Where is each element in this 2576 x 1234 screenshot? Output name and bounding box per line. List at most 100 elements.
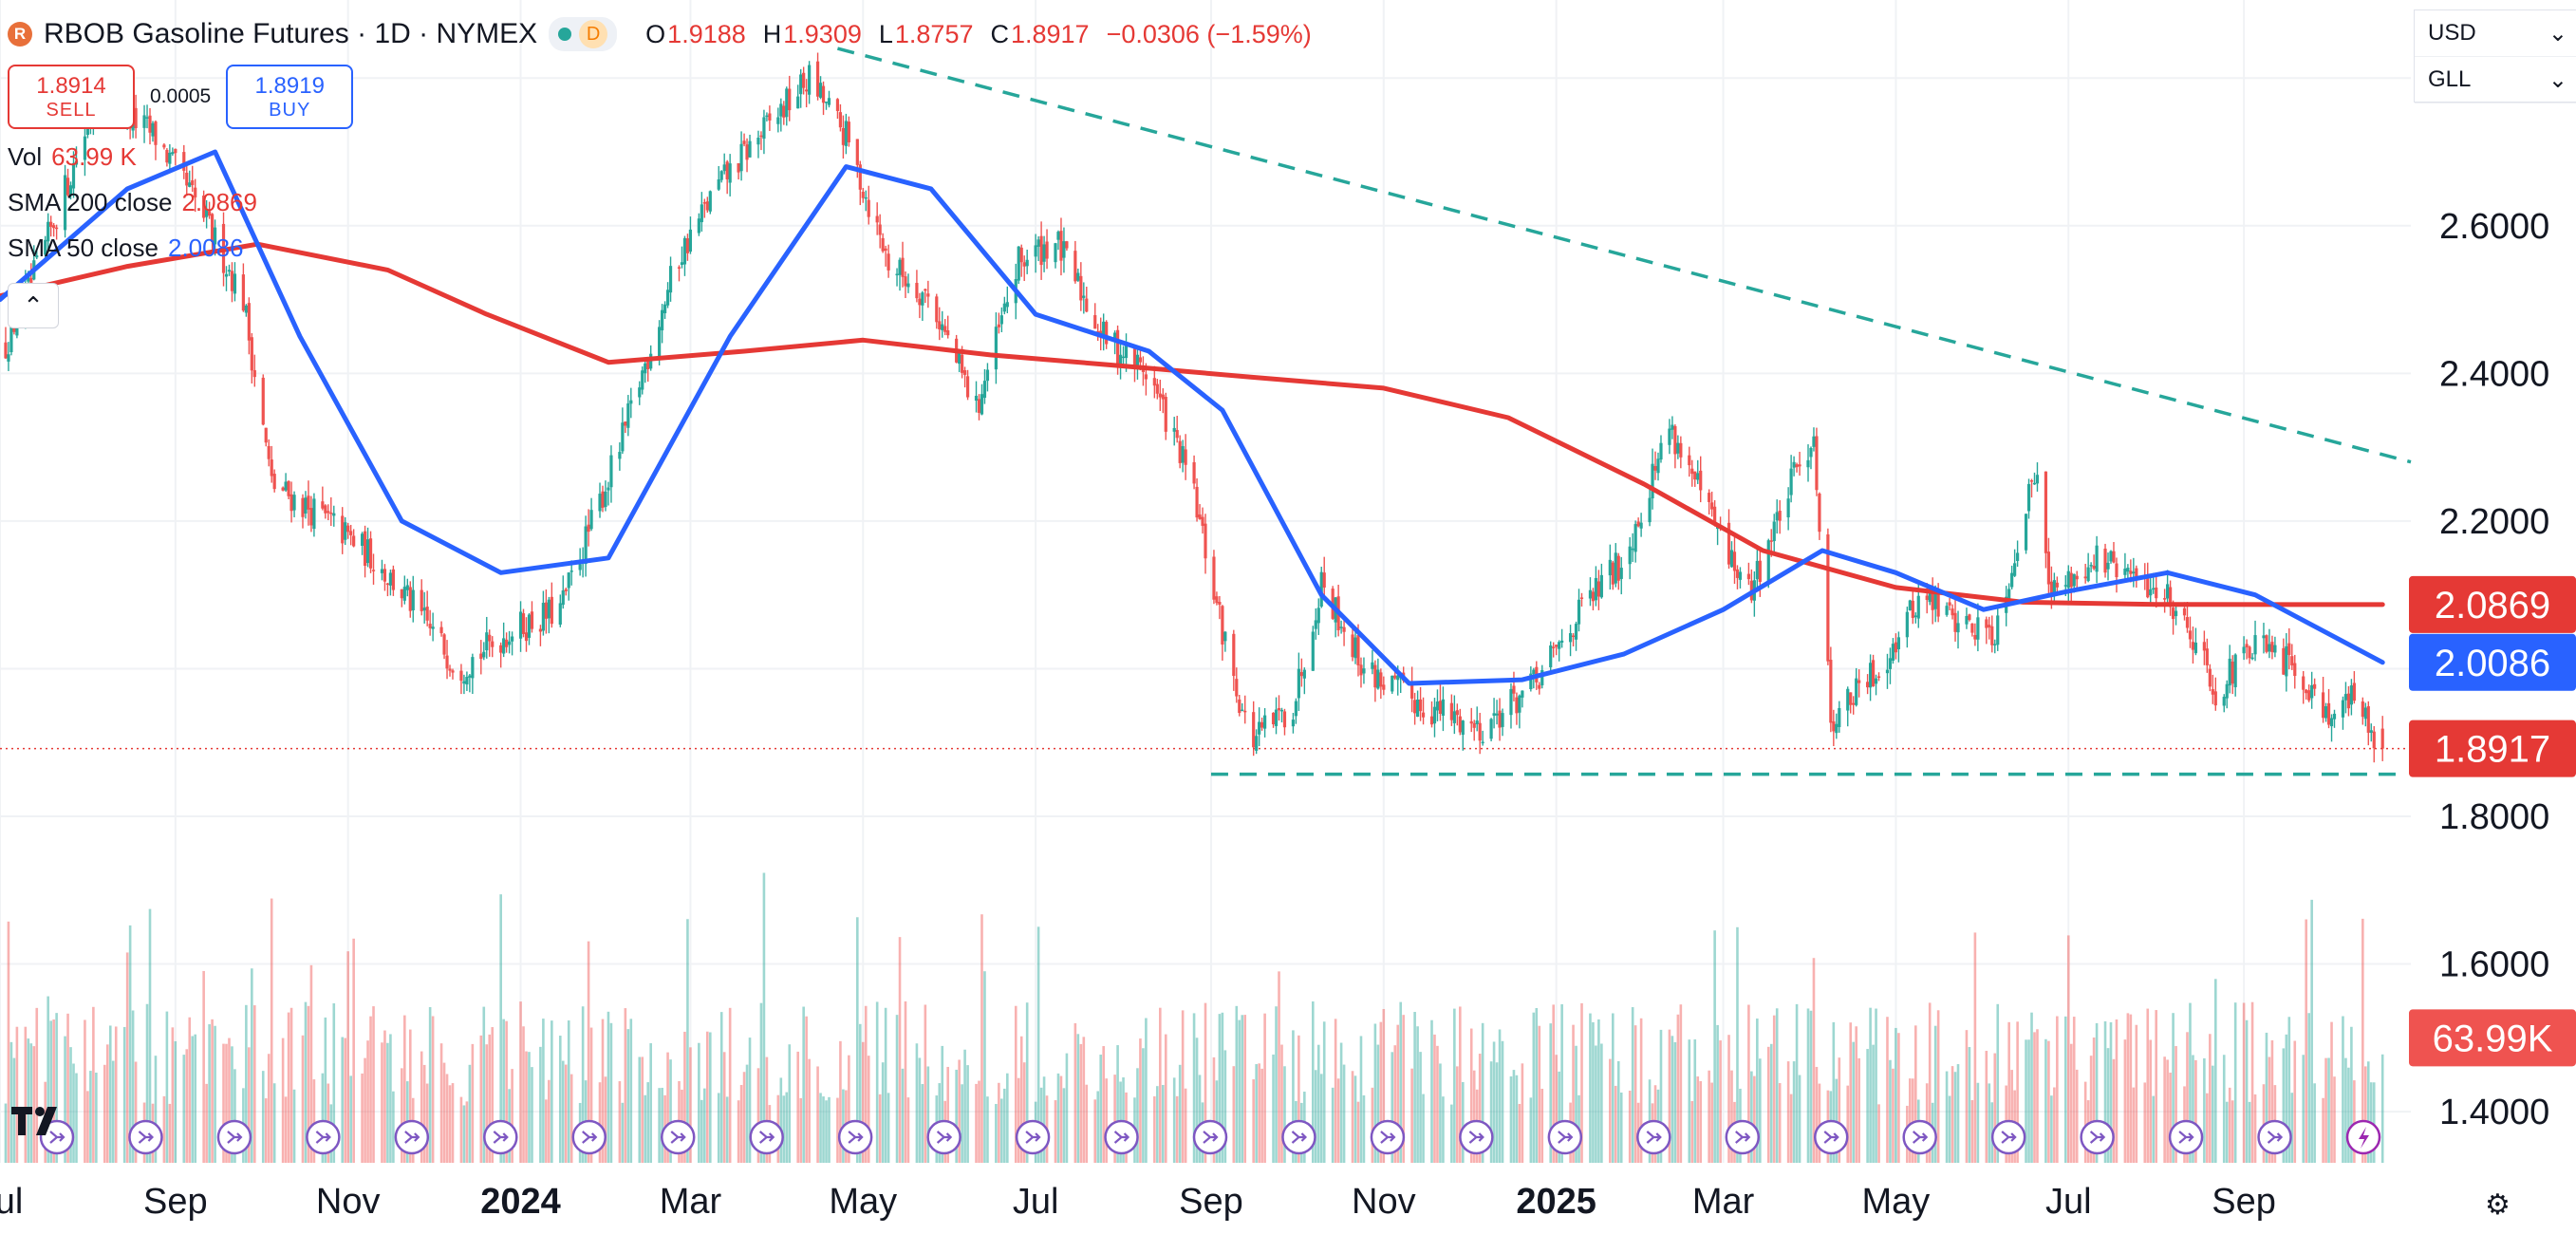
event-marker-icon[interactable] xyxy=(1902,1119,1937,1155)
event-marker-icon[interactable] xyxy=(749,1119,784,1155)
sell-button[interactable]: 1.8914 SELL xyxy=(8,65,135,129)
candle xyxy=(2211,674,2214,704)
event-marker-icon[interactable] xyxy=(1370,1119,1406,1155)
event-marker-icon[interactable] xyxy=(660,1119,696,1155)
candle-body xyxy=(1965,615,1969,625)
event-marker-icon[interactable] xyxy=(1104,1119,1139,1155)
event-marker-icon[interactable] xyxy=(1192,1119,1228,1155)
candle xyxy=(145,104,149,129)
candle-body xyxy=(499,645,503,653)
indicator-sma-200[interactable]: SMA 200 close 2.0869 xyxy=(8,188,1312,220)
candle-body xyxy=(182,152,186,171)
event-marker-icon[interactable] xyxy=(571,1119,607,1155)
volume-bar xyxy=(1204,1002,1207,1163)
collapse-legend-button[interactable]: ⌃ xyxy=(8,283,59,328)
volume-bar xyxy=(1996,1003,2000,1163)
candle xyxy=(465,671,469,691)
event-marker-icon[interactable] xyxy=(1636,1119,1671,1155)
candle xyxy=(1489,718,1493,741)
event-marker-icon[interactable] xyxy=(216,1119,252,1155)
candle xyxy=(1455,703,1459,726)
candle xyxy=(1449,694,1453,726)
candle-body xyxy=(511,636,514,642)
candle xyxy=(408,581,412,618)
volume-bar xyxy=(2126,1013,2130,1163)
candle-body xyxy=(1299,672,1303,677)
indicator-sma-50[interactable]: SMA 50 close 2.0086 xyxy=(8,234,1312,266)
candle-body xyxy=(864,196,868,199)
buy-button[interactable]: 1.8919 BUY xyxy=(226,65,354,129)
candle-body xyxy=(1218,602,1222,606)
candle xyxy=(1809,446,1813,470)
candle-body xyxy=(1429,716,1434,725)
market-status-pill[interactable]: D xyxy=(549,17,618,51)
volume-bar xyxy=(505,1020,508,1163)
event-marker-icon[interactable] xyxy=(1547,1119,1583,1155)
candle xyxy=(1676,435,1680,459)
candle-body xyxy=(980,394,984,415)
event-marker-icon[interactable] xyxy=(837,1119,873,1155)
candle-body xyxy=(2346,693,2351,709)
settings-gear-icon[interactable]: ⚙ xyxy=(2485,1189,2511,1221)
candle-body xyxy=(224,273,229,277)
event-marker-icon[interactable] xyxy=(2168,1119,2204,1155)
event-marker-icon[interactable] xyxy=(483,1119,518,1155)
candle-body xyxy=(1594,577,1598,601)
event-marker-icon[interactable] xyxy=(1813,1119,1849,1155)
volume-bar xyxy=(1699,1080,1703,1163)
event-marker-icon[interactable] xyxy=(128,1119,163,1155)
candle xyxy=(705,196,709,213)
candle-body xyxy=(527,614,532,638)
candle-body xyxy=(958,353,961,365)
time-tick-label: Nov xyxy=(316,1182,381,1222)
candle-body xyxy=(321,501,325,509)
volume-bar xyxy=(1753,1075,1756,1163)
volume-bar xyxy=(168,1103,172,1163)
event-marker-icon[interactable] xyxy=(1990,1119,2026,1155)
currency-select[interactable]: USD ⌄ xyxy=(2415,10,2576,57)
candle-body xyxy=(1221,606,1224,645)
candle-body xyxy=(584,526,588,565)
candle-body xyxy=(2174,610,2178,617)
event-marker-icon[interactable] xyxy=(2257,1119,2292,1155)
open-key: O xyxy=(645,19,666,48)
event-marker-icon[interactable] xyxy=(394,1119,430,1155)
candle-body xyxy=(2253,635,2257,655)
candle xyxy=(589,497,593,532)
candle xyxy=(1105,320,1109,349)
event-marker-icon[interactable] xyxy=(39,1119,75,1155)
event-marker-icon[interactable] xyxy=(1459,1119,1494,1155)
candle-body xyxy=(1648,497,1652,523)
event-marker-icon[interactable] xyxy=(2080,1119,2115,1155)
event-marker-icon[interactable] xyxy=(1281,1119,1316,1155)
event-marker-icon[interactable] xyxy=(2345,1119,2381,1155)
candle-body xyxy=(1679,442,1683,458)
indicator-volume[interactable]: Vol 63.99 K xyxy=(8,142,1312,175)
volume-bar xyxy=(986,1096,989,1163)
volume-bar xyxy=(1416,1026,1419,1163)
event-marker-icon[interactable] xyxy=(1725,1119,1761,1155)
volume-bar xyxy=(2149,1039,2153,1163)
event-marker-icon[interactable] xyxy=(926,1119,961,1155)
volume-bar xyxy=(1792,1061,1796,1163)
candle-body xyxy=(725,161,729,179)
volume-bar xyxy=(1006,1073,1009,1163)
candle-body xyxy=(448,668,452,671)
volume-bar xyxy=(2072,1017,2076,1163)
event-marker-icon[interactable] xyxy=(1015,1119,1051,1155)
volume-bar xyxy=(2364,1066,2367,1163)
candle-body xyxy=(1132,345,1137,368)
unit-select[interactable]: GLL ⌄ xyxy=(2415,57,2576,103)
candle-body xyxy=(1690,468,1694,475)
candle-body xyxy=(1316,608,1320,624)
tradingview-logo-icon[interactable] xyxy=(11,1101,70,1142)
candle xyxy=(1786,487,1790,531)
candle-body xyxy=(462,681,466,684)
event-marker-icon[interactable] xyxy=(306,1119,341,1155)
volume-bar xyxy=(1316,1044,1320,1163)
symbol-title[interactable]: RBOB Gasoline Futures · 1D · NYMEX xyxy=(44,18,538,49)
volume-bar xyxy=(2233,1002,2237,1163)
volume-bar xyxy=(1696,1076,1700,1163)
candle-body xyxy=(1758,560,1762,582)
price-tick-label: 2.6000 xyxy=(2439,207,2549,247)
